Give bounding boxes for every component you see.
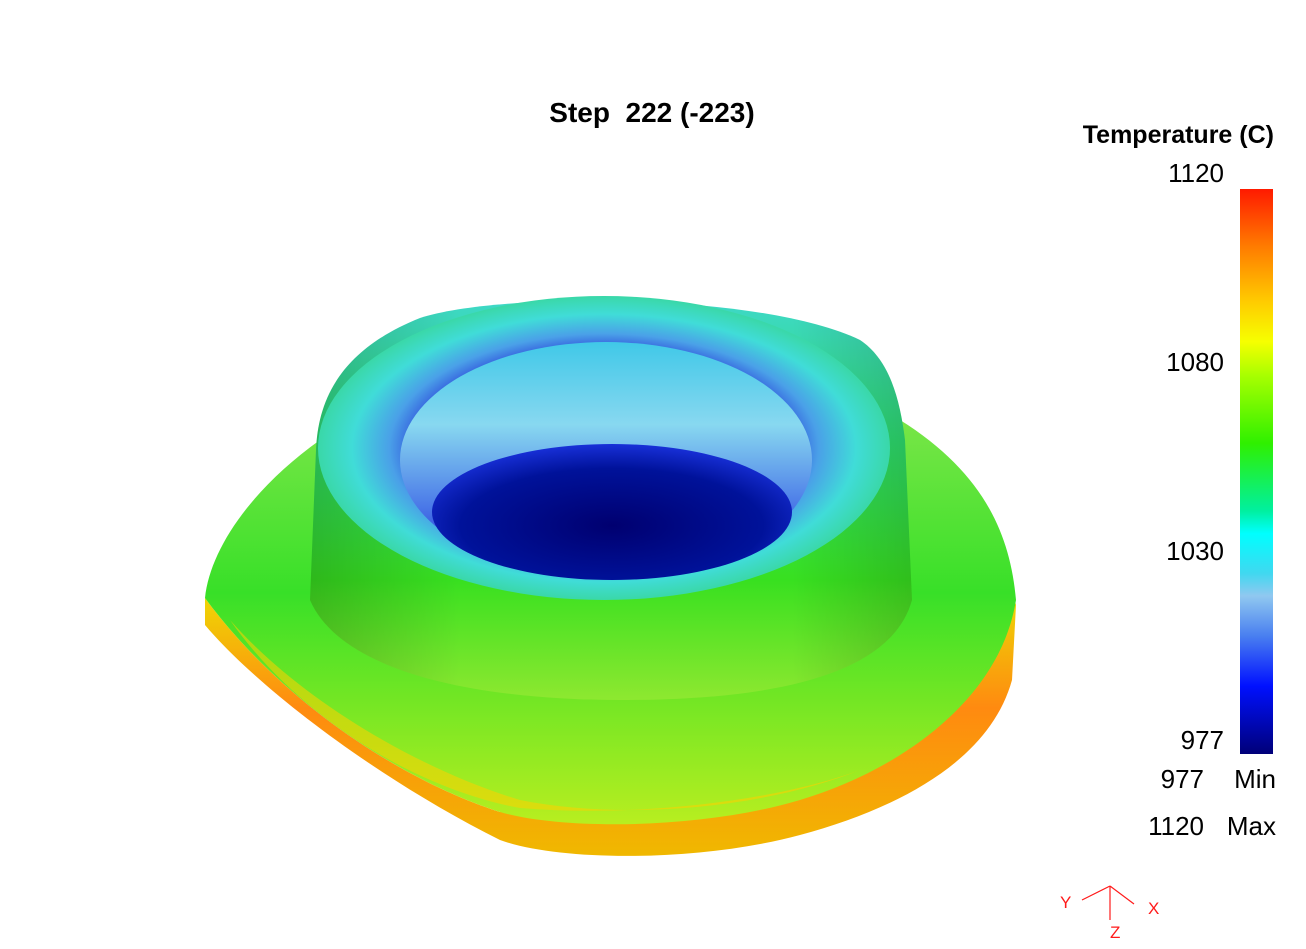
axis-triad-icon xyxy=(1081,885,1135,920)
legend-tick-label: 1030 xyxy=(1166,536,1224,566)
max-value: 1120 xyxy=(1148,811,1204,841)
temperature-colorbar xyxy=(1240,189,1273,754)
legend-tick-label: 1080 xyxy=(1166,347,1224,377)
axis-triad: Y X Z xyxy=(1050,880,1170,944)
axis-z-label: Z xyxy=(1110,923,1121,942)
step-title: Step 222 (-223) xyxy=(549,97,755,128)
min-label: Min xyxy=(1234,764,1276,794)
bore-floor xyxy=(432,444,792,580)
min-value: 977 xyxy=(1160,764,1204,794)
legend-title: Temperature (C) xyxy=(1082,121,1274,149)
axis-x-label: X xyxy=(1148,899,1160,918)
axis-y-label: Y xyxy=(1060,893,1072,912)
legend-tick-label: 977 xyxy=(1180,725,1224,755)
max-label: Max xyxy=(1226,811,1276,841)
legend-tick-label: 1120 xyxy=(1168,158,1224,188)
